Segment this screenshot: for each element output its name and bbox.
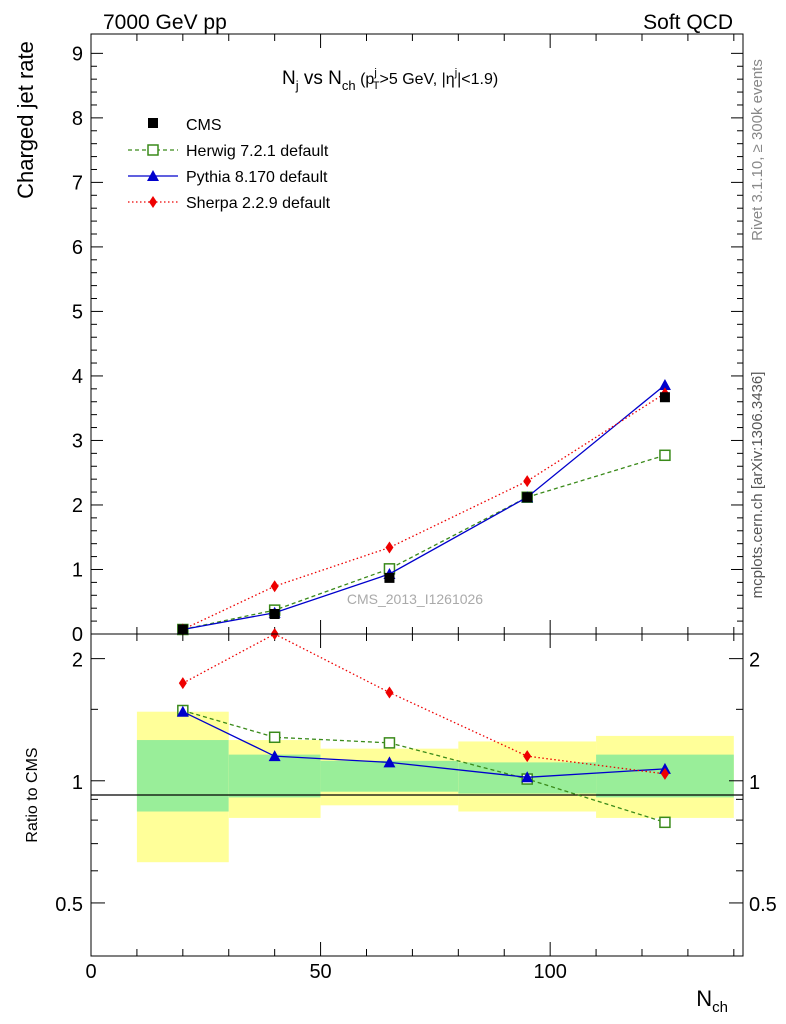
main-y-tick-label: 8 <box>72 108 83 130</box>
data-point-pythia-95 <box>521 771 534 783</box>
main-panel: CMS_2013_I1261026 0 1 2 3 4 5 6 7 8 9 <box>72 33 744 646</box>
plot-title: Nj vs Nch (pj T>5 GeV, |ηj|<1.9) <box>282 67 498 93</box>
data-point-pythia-65 <box>383 756 396 768</box>
legend-item-pythia: Pythia 8.170 default <box>128 169 328 186</box>
legend-label-herwig: Herwig 7.2.1 default <box>186 143 329 160</box>
data-point-cms-125 <box>659 392 670 403</box>
main-y-tick-label: 7 <box>72 172 83 194</box>
data-point-herwig-125 <box>659 816 671 829</box>
ratio-frame <box>90 633 744 957</box>
ratio-y-axis-title: Ratio to CMS <box>24 747 41 842</box>
header-left: 7000 GeV pp <box>103 11 227 34</box>
main-y-tick-label: 3 <box>72 430 83 452</box>
main-series-layer <box>176 378 671 636</box>
rivet-label: Rivet 3.1.10, ≥ 300k events <box>749 59 766 241</box>
data-point-pythia-125 <box>658 378 671 390</box>
legend-marker-herwig <box>147 144 159 156</box>
legend-item-cms: CMS <box>148 117 222 134</box>
ratio-y-tick-label-right: 2 <box>749 650 760 672</box>
header-right: Soft QCD <box>643 11 733 34</box>
main-y-tick-label: 5 <box>72 301 83 323</box>
legend-marker-pythia <box>147 170 159 181</box>
main-y-tick-label: 4 <box>72 366 83 388</box>
main-y-tick-label: 1 <box>72 559 83 581</box>
data-point-herwig-65 <box>383 737 396 749</box>
legend-label-sherpa: Sherpa 2.2.9 default <box>186 195 331 212</box>
data-point-cms-95 <box>522 492 533 503</box>
data-point-cms-65 <box>384 572 395 583</box>
main-y-tick-label: 6 <box>72 237 83 259</box>
main-axis-ticks: 0 1 2 3 4 5 6 7 8 9 <box>72 34 743 646</box>
data-point-cms-40 <box>269 609 280 619</box>
legend-item-herwig: Herwig 7.2.1 default <box>128 143 329 160</box>
ratio-bands <box>136 711 734 863</box>
x-tick-label: 50 <box>309 961 331 983</box>
legend-item-sherpa: Sherpa 2.2.9 default <box>128 195 331 212</box>
main-y-tick-label: 9 <box>72 43 83 65</box>
main-y-tick-label: 0 <box>72 624 83 646</box>
data-point-sherpa-95 <box>523 750 532 763</box>
legend-marker-cms <box>148 118 158 128</box>
legend-label-pythia: Pythia 8.170 default <box>186 169 328 186</box>
legend-label-cms: CMS <box>186 117 222 134</box>
ratio-y-tick-label: 2 <box>72 650 83 672</box>
watermark: CMS_2013_I1261026 <box>347 591 483 607</box>
legend-marker-sherpa <box>149 196 157 208</box>
x-axis-title: Nch <box>696 986 728 1016</box>
main-y-axis-title: Charged jet rate <box>13 41 38 199</box>
legend: CMS Herwig 7.2.1 default Pythia 8.170 de… <box>128 117 331 212</box>
data-point-sherpa-95 <box>523 475 532 488</box>
ratio-axis-ticks: 0.5 0.5 1 1 2 2 0 50 100 <box>55 634 777 983</box>
x-tick-label: 0 <box>85 961 96 983</box>
ratio-y-tick-label: 1 <box>72 772 83 794</box>
data-point-cms-20 <box>177 624 188 635</box>
ratio-y-tick-label-right: 1 <box>749 772 760 794</box>
data-point-herwig-40 <box>268 731 281 744</box>
data-point-sherpa-65 <box>385 541 394 554</box>
ratio-panel: 0.5 0.5 1 1 2 2 0 50 100 <box>55 628 777 983</box>
main-y-tick-label: 2 <box>72 495 83 517</box>
data-point-sherpa-65 <box>385 686 394 699</box>
x-tick-label: 100 <box>533 961 566 983</box>
uncertainty-band-inner <box>136 740 229 812</box>
data-point-sherpa-40 <box>270 580 279 593</box>
mcplots-label: mcplots.cern.ch [arXiv:1306.3436] <box>749 372 766 599</box>
data-point-sherpa-20 <box>178 677 187 690</box>
uncertainty-band-inner <box>228 754 321 798</box>
ratio-y-tick-label-right: 0.5 <box>749 894 777 916</box>
data-point-pythia-20 <box>176 705 189 717</box>
data-point-pythia-40 <box>268 750 281 762</box>
data-point-herwig-125 <box>659 449 671 462</box>
data-point-sherpa-125 <box>660 767 669 780</box>
ratio-y-tick-label: 0.5 <box>55 894 83 916</box>
